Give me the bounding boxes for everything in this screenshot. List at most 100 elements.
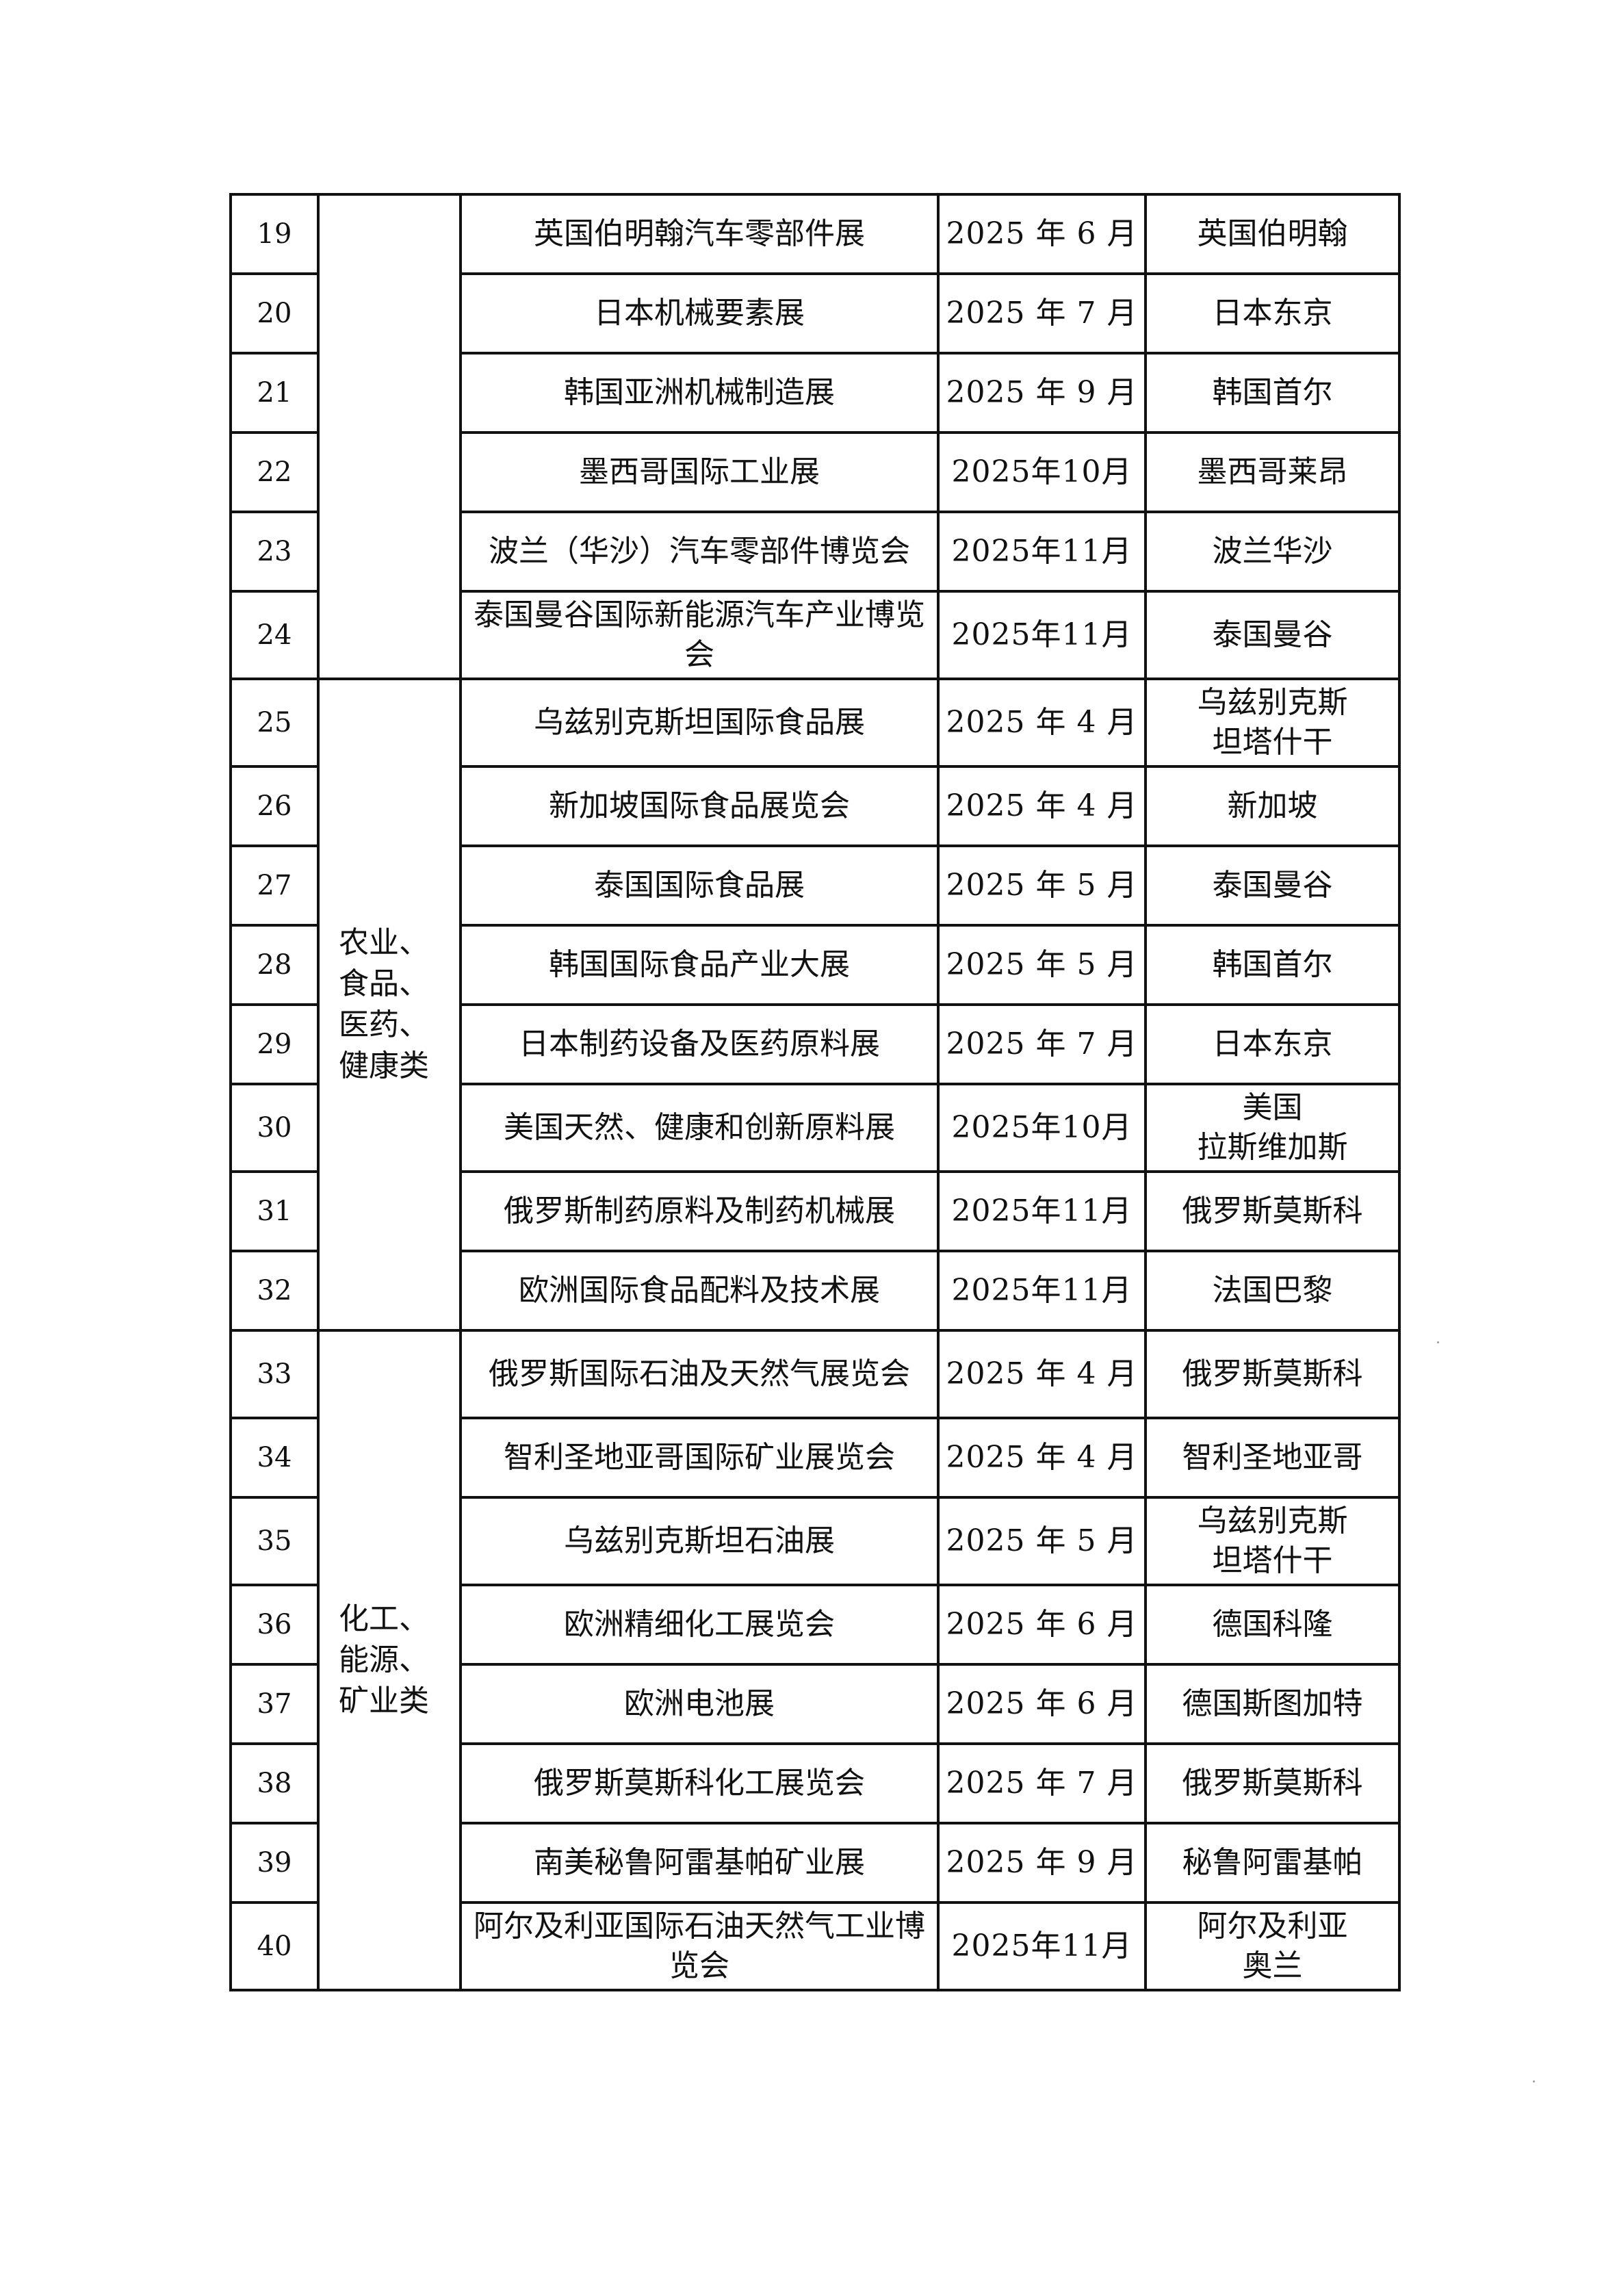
scan-speck — [1533, 2080, 1535, 2082]
exhibition-name: 新加坡国际食品展览会 — [459, 765, 940, 847]
row-number: 30 — [229, 1083, 320, 1173]
table-row: 33 化工、 能源、 矿业类 俄罗斯国际石油及天然气展览会 2025 年 4 月俄罗斯莫斯… — [229, 1329, 1401, 1991]
table-row: 40 阿尔及利亚国际石油天然气工业博览会 2025年11月 阿尔及利亚 奥兰 — [229, 1901, 1401, 1991]
table-row: 38 俄罗斯莫斯科化工展览会 2025 年 7 月俄罗斯莫斯科 — [229, 1742, 1401, 1824]
exhibition-date: 2025 年 6 月 — [937, 1663, 1147, 1745]
exhibition-location: 秘鲁阿雷基帕 — [1144, 1822, 1401, 1904]
table-row: 28 韩国国际食品产业大展 2025 年 5 月韩国首尔 — [229, 924, 1401, 1006]
exhibition-name: 欧洲国际食品配料及技术展 — [459, 1250, 940, 1332]
exhibition-name: 阿尔及利亚国际石油天然气工业博览会 — [459, 1901, 940, 1991]
exhibition-location: 俄罗斯莫斯科 — [1144, 1170, 1401, 1252]
exhibition-location: 俄罗斯莫斯科 — [1144, 1329, 1401, 1419]
scan-speck — [1437, 1341, 1439, 1343]
row-number: 28 — [229, 924, 320, 1006]
exhibition-name: 俄罗斯莫斯科化工展览会 — [459, 1742, 940, 1824]
exhibition-location: 俄罗斯莫斯科 — [1144, 1742, 1401, 1824]
exhibition-date: 2025 年 4 月 — [937, 1417, 1147, 1499]
exhibition-date: 2025年11月 — [937, 590, 1147, 680]
table-row: 25 农业、 食品、 医药、 健康类 乌兹别克斯坦国际食品展 2025 年 4 月乌兹别克斯… — [229, 678, 1401, 1332]
table-row: 29 日本制药设备及医药原料展 2025 年 7 月日本东京 — [229, 1003, 1401, 1085]
exhibition-date: 2025 年 9 月 — [937, 1822, 1147, 1904]
exhibition-location: 乌兹别克斯 坦塔什干 — [1144, 1496, 1401, 1586]
exhibition-location: 英国伯明翰 — [1144, 193, 1401, 275]
category-cell — [317, 193, 462, 680]
table-row: 35 乌兹别克斯坦石油展 2025 年 5 月乌兹别克斯 坦塔什干 — [229, 1496, 1401, 1586]
exhibition-location: 墨西哥莱昂 — [1144, 431, 1401, 513]
exhibition-name: 日本机械要素展 — [459, 272, 940, 354]
category-cell: 农业、 食品、 医药、 健康类 — [317, 678, 462, 1332]
table-row: 23 波兰（华沙）汽车零部件博览会 2025年11月 波兰华沙 — [229, 511, 1401, 593]
exhibition-date: 2025年11月 — [937, 1170, 1147, 1252]
row-number: 29 — [229, 1003, 320, 1085]
exhibition-location: 泰国曼谷 — [1144, 844, 1401, 927]
table-row: 22 墨西哥国际工业展 2025年10月 墨西哥莱昂 — [229, 431, 1401, 513]
category-cell: 化工、 能源、 矿业类 — [317, 1329, 462, 1991]
exhibition-name: 俄罗斯国际石油及天然气展览会 — [459, 1329, 940, 1419]
exhibition-location: 韩国首尔 — [1144, 924, 1401, 1006]
table-row: 34 智利圣地亚哥国际矿业展览会 2025 年 4 月智利圣地亚哥 — [229, 1417, 1401, 1499]
row-number: 32 — [229, 1250, 320, 1332]
exhibition-date: 2025 年 4 月 — [937, 678, 1147, 768]
exhibition-location: 新加坡 — [1144, 765, 1401, 847]
exhibition-date: 2025年11月 — [937, 511, 1147, 593]
exhibition-location: 阿尔及利亚 奥兰 — [1144, 1901, 1401, 1991]
exhibition-date: 2025年10月 — [937, 431, 1147, 513]
exhibition-name: 韩国国际食品产业大展 — [459, 924, 940, 1006]
exhibition-date: 2025 年 7 月 — [937, 1003, 1147, 1085]
exhibition-table: 19 英国伯明翰汽车零部件展 2025 年 6 月英国伯明翰 20 日本机械要素展 202… — [229, 193, 1401, 1991]
exhibition-date: 2025 年 5 月 — [937, 844, 1147, 927]
exhibition-location: 乌兹别克斯 坦塔什干 — [1144, 678, 1401, 768]
exhibition-location: 德国斯图加特 — [1144, 1663, 1401, 1745]
table-row: 36 欧洲精细化工展览会 2025 年 6 月德国科隆 — [229, 1584, 1401, 1666]
exhibition-location: 日本东京 — [1144, 272, 1401, 354]
table-row: 37 欧洲电池展 2025 年 6 月德国斯图加特 — [229, 1663, 1401, 1745]
exhibition-date: 2025 年 4 月 — [937, 765, 1147, 847]
row-number: 19 — [229, 193, 320, 275]
exhibition-date: 2025 年 6 月 — [937, 193, 1147, 275]
exhibition-name: 泰国国际食品展 — [459, 844, 940, 927]
exhibition-name: 泰国曼谷国际新能源汽车产业博览会 — [459, 590, 940, 680]
exhibition-name: 英国伯明翰汽车零部件展 — [459, 193, 940, 275]
exhibition-date: 2025 年 7 月 — [937, 272, 1147, 354]
exhibition-location: 法国巴黎 — [1144, 1250, 1401, 1332]
table-row: 21 韩国亚洲机械制造展 2025 年 9 月韩国首尔 — [229, 352, 1401, 434]
exhibition-name: 韩国亚洲机械制造展 — [459, 352, 940, 434]
row-number: 23 — [229, 511, 320, 593]
table-row: 27 泰国国际食品展 2025 年 5 月泰国曼谷 — [229, 844, 1401, 927]
table-row: 39 南美秘鲁阿雷基帕矿业展 2025 年 9 月秘鲁阿雷基帕 — [229, 1822, 1401, 1904]
table-row: 32 欧洲国际食品配料及技术展 2025年11月 法国巴黎 — [229, 1250, 1401, 1332]
exhibition-date: 2025 年 7 月 — [937, 1742, 1147, 1824]
exhibition-name: 墨西哥国际工业展 — [459, 431, 940, 513]
exhibition-date: 2025 年 5 月 — [937, 924, 1147, 1006]
exhibition-location: 波兰华沙 — [1144, 511, 1401, 593]
row-number: 34 — [229, 1417, 320, 1499]
exhibition-name: 欧洲电池展 — [459, 1663, 940, 1745]
row-number: 21 — [229, 352, 320, 434]
row-number: 26 — [229, 765, 320, 847]
exhibition-location: 智利圣地亚哥 — [1144, 1417, 1401, 1499]
row-number: 24 — [229, 590, 320, 680]
exhibition-name: 欧洲精细化工展览会 — [459, 1584, 940, 1666]
row-number: 33 — [229, 1329, 320, 1419]
exhibition-name: 智利圣地亚哥国际矿业展览会 — [459, 1417, 940, 1499]
exhibition-date: 2025 年 6 月 — [937, 1584, 1147, 1666]
exhibition-date: 2025 年 9 月 — [937, 352, 1147, 434]
row-number: 38 — [229, 1742, 320, 1824]
table-row: 24 泰国曼谷国际新能源汽车产业博览会 2025年11月 泰国曼谷 — [229, 590, 1401, 680]
exhibition-date: 2025 年 4 月 — [937, 1329, 1147, 1419]
table-row: 30 美国天然、健康和创新原料展 2025年10月 美国 拉斯维加斯 — [229, 1083, 1401, 1173]
row-number: 31 — [229, 1170, 320, 1252]
exhibition-location: 泰国曼谷 — [1144, 590, 1401, 680]
row-number: 22 — [229, 431, 320, 513]
exhibition-name: 乌兹别克斯坦国际食品展 — [459, 678, 940, 768]
table-row: 19 英国伯明翰汽车零部件展 2025 年 6 月英国伯明翰 — [229, 193, 1401, 680]
exhibition-date: 2025年11月 — [937, 1901, 1147, 1991]
exhibition-name: 俄罗斯制药原料及制药机械展 — [459, 1170, 940, 1252]
exhibition-name: 美国天然、健康和创新原料展 — [459, 1083, 940, 1173]
exhibition-name: 南美秘鲁阿雷基帕矿业展 — [459, 1822, 940, 1904]
exhibition-location: 美国 拉斯维加斯 — [1144, 1083, 1401, 1173]
row-number: 37 — [229, 1663, 320, 1745]
exhibition-name: 乌兹别克斯坦石油展 — [459, 1496, 940, 1586]
exhibition-date: 2025 年 5 月 — [937, 1496, 1147, 1586]
exhibition-name: 波兰（华沙）汽车零部件博览会 — [459, 511, 940, 593]
